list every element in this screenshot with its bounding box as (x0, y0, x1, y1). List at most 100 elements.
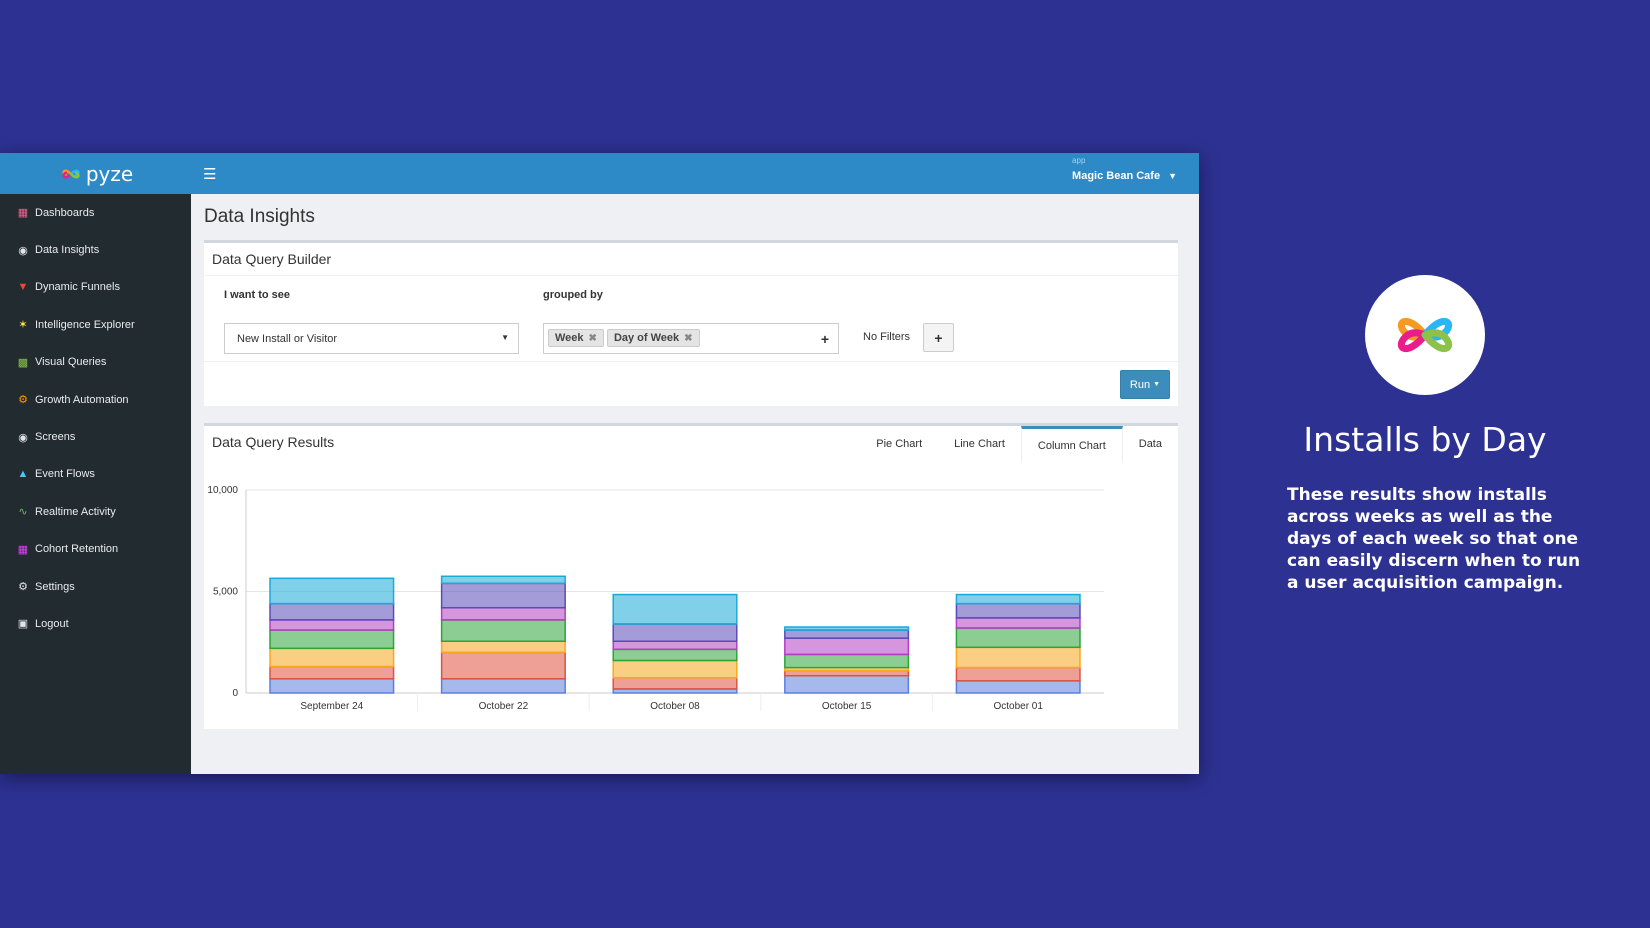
tab-data[interactable]: Data (1138, 438, 1162, 450)
sidebar-item-label: Dashboards (35, 206, 95, 219)
x-tick-label: October 22 (479, 701, 529, 712)
add-filter-button[interactable]: + (923, 323, 954, 352)
promo-logo (1365, 275, 1485, 395)
sidebar-item-label: Logout (35, 617, 69, 630)
want-label: I want to see (224, 289, 291, 301)
metric-select-value: New Install or Visitor (237, 333, 338, 345)
bar-segment (955, 680, 1081, 694)
brand-logo[interactable]: pyze (0, 153, 191, 194)
y-tick-label: 10,000 (207, 485, 238, 496)
dashboards-icon: ▦ (17, 207, 29, 220)
x-tick-label: September 24 (300, 701, 363, 712)
y-tick-label: 0 (232, 688, 238, 699)
tab-line-chart[interactable]: Line Chart (954, 438, 1005, 450)
bar-segment (784, 637, 910, 656)
promo-text: These results show installs across weeks… (1287, 485, 1581, 593)
tab-column-chart[interactable]: Column Chart (1020, 426, 1123, 462)
bar-segment (269, 602, 395, 621)
group-tag-label: Week (555, 332, 584, 344)
sidebar-item-label: Growth Automation (35, 393, 129, 406)
run-button[interactable]: Run ▼ (1120, 370, 1170, 399)
funnel-icon: ▼ (17, 281, 29, 294)
sidebar-item-label: Cohort Retention (35, 543, 119, 556)
data-insights-icon: ◉ (18, 244, 28, 257)
sidebar-item-realtime-activity[interactable]: ∿ Realtime Activity (0, 493, 191, 530)
explorer-icon: ✶ (18, 319, 28, 332)
menu-toggle-icon[interactable]: ☰ (203, 166, 217, 183)
sidebar-item-dynamic-funnels[interactable]: ▼ Dynamic Funnels (0, 269, 191, 306)
bar-segment (440, 619, 566, 642)
bar-segment (269, 678, 395, 694)
sidebar-item-event-flows[interactable]: ▲ Event Flows (0, 456, 191, 493)
sidebar-item-cohort-retention[interactable]: ▦ Cohort Retention (0, 531, 191, 568)
realtime-icon: ∿ (18, 506, 28, 519)
sidebar-item-growth-automation[interactable]: ⚙ Growth Automation (0, 381, 191, 418)
main-content: Data Insights Data Query Builder I want … (191, 194, 1199, 774)
group-label: grouped by (543, 289, 603, 301)
group-by-select[interactable]: Week ✖ Day of Week ✖ + (543, 323, 839, 354)
bar-segment (269, 619, 395, 631)
caret-down-icon: ▼ (1168, 171, 1177, 181)
remove-tag-icon[interactable]: ✖ (684, 333, 693, 344)
event-flows-icon: ▲ (17, 468, 29, 481)
bar-segment (955, 627, 1081, 649)
bar-segment (269, 665, 395, 680)
sidebar: pyze ▦ Dashboards ◉ Data Insights ▼ Dynamic F… (0, 153, 191, 774)
bar-segment (269, 629, 395, 650)
remove-tag-icon[interactable]: ✖ (588, 333, 597, 344)
sidebar-item-visual-queries[interactable]: ▩ Visual Queries (0, 344, 191, 381)
sidebar-item-logout[interactable]: ▣ Logout (0, 605, 191, 642)
group-tag[interactable]: Week ✖ (548, 329, 604, 347)
results-title: Data Query Results (212, 434, 335, 450)
screens-icon: ◉ (18, 431, 28, 444)
cohort-icon: ▦ (17, 543, 29, 556)
bar-segment (612, 648, 738, 662)
column-chart: 0 5,000 10,000 September 24 October 22 Octobe… (207, 485, 1104, 712)
add-group-icon[interactable]: + (820, 331, 829, 347)
sidebar-item-label: Realtime Activity (35, 505, 116, 518)
app-selector-name: Magic Bean Cafe (1072, 170, 1161, 182)
group-tag-label: Day of Week (613, 332, 680, 344)
gear-icon: ⚙ (18, 581, 28, 594)
app-selector-label: app (1072, 156, 1086, 165)
sidebar-item-label: Dynamic Funnels (35, 281, 120, 294)
bar-segment (784, 674, 910, 694)
bar-segment (784, 626, 910, 631)
sidebar-item-settings[interactable]: ⚙ Settings (0, 568, 191, 605)
sidebar-item-data-insights[interactable]: ◉ Data Insights (0, 231, 191, 268)
bar-segment (955, 617, 1081, 629)
run-button-label: Run (1129, 378, 1151, 391)
top-bar: ☰ app Magic Bean Cafe ▼ (191, 153, 1199, 194)
y-tick-label: 5,000 (213, 587, 238, 598)
query-builder-panel: Data Query Builder I want to see New Ins… (204, 240, 1178, 406)
sidebar-item-screens[interactable]: ◉ Screens (0, 418, 191, 455)
bar-segment (784, 629, 910, 639)
bar-segment (955, 593, 1081, 605)
unlock-icon: ▣ (17, 618, 29, 631)
sidebar-item-label: Event Flows (35, 468, 95, 481)
bar-segment (784, 653, 910, 669)
sidebar-item-dashboards[interactable]: ▦ Dashboards (0, 194, 191, 231)
metric-select[interactable]: New Install or Visitor ▼ (224, 323, 519, 354)
bar-segment (440, 582, 566, 609)
app-selector[interactable]: app Magic Bean Cafe ▼ (1072, 156, 1177, 184)
tab-pie-chart[interactable]: Pie Chart (876, 438, 923, 450)
bar-segment (440, 606, 566, 621)
group-tag[interactable]: Day of Week ✖ (606, 329, 700, 347)
x-tick-label: October 08 (650, 701, 700, 712)
bar-segment (440, 575, 566, 585)
bar-segment (955, 602, 1081, 619)
bar-segment (612, 593, 738, 625)
gears-icon: ⚙ (18, 394, 28, 407)
chart-type-tabs: Pie Chart Line Chart Column Chart Data (860, 426, 1178, 462)
bar-segment (955, 646, 1081, 669)
sidebar-item-intelligence-explorer[interactable]: ✶ Intelligence Explorer (0, 306, 191, 343)
app-window: pyze ▦ Dashboards ◉ Data Insights ▼ Dynamic F… (0, 153, 1199, 774)
sidebar-item-label: Data Insights (35, 244, 100, 257)
visual-queries-icon: ▩ (17, 356, 29, 369)
sidebar-item-label: Settings (35, 580, 75, 593)
sidebar-item-label: Screens (35, 431, 76, 444)
group-by-tags: Week ✖ Day of Week ✖ (548, 329, 703, 347)
x-tick-label: October 01 (993, 701, 1043, 712)
page-title: Data Insights (204, 206, 315, 227)
